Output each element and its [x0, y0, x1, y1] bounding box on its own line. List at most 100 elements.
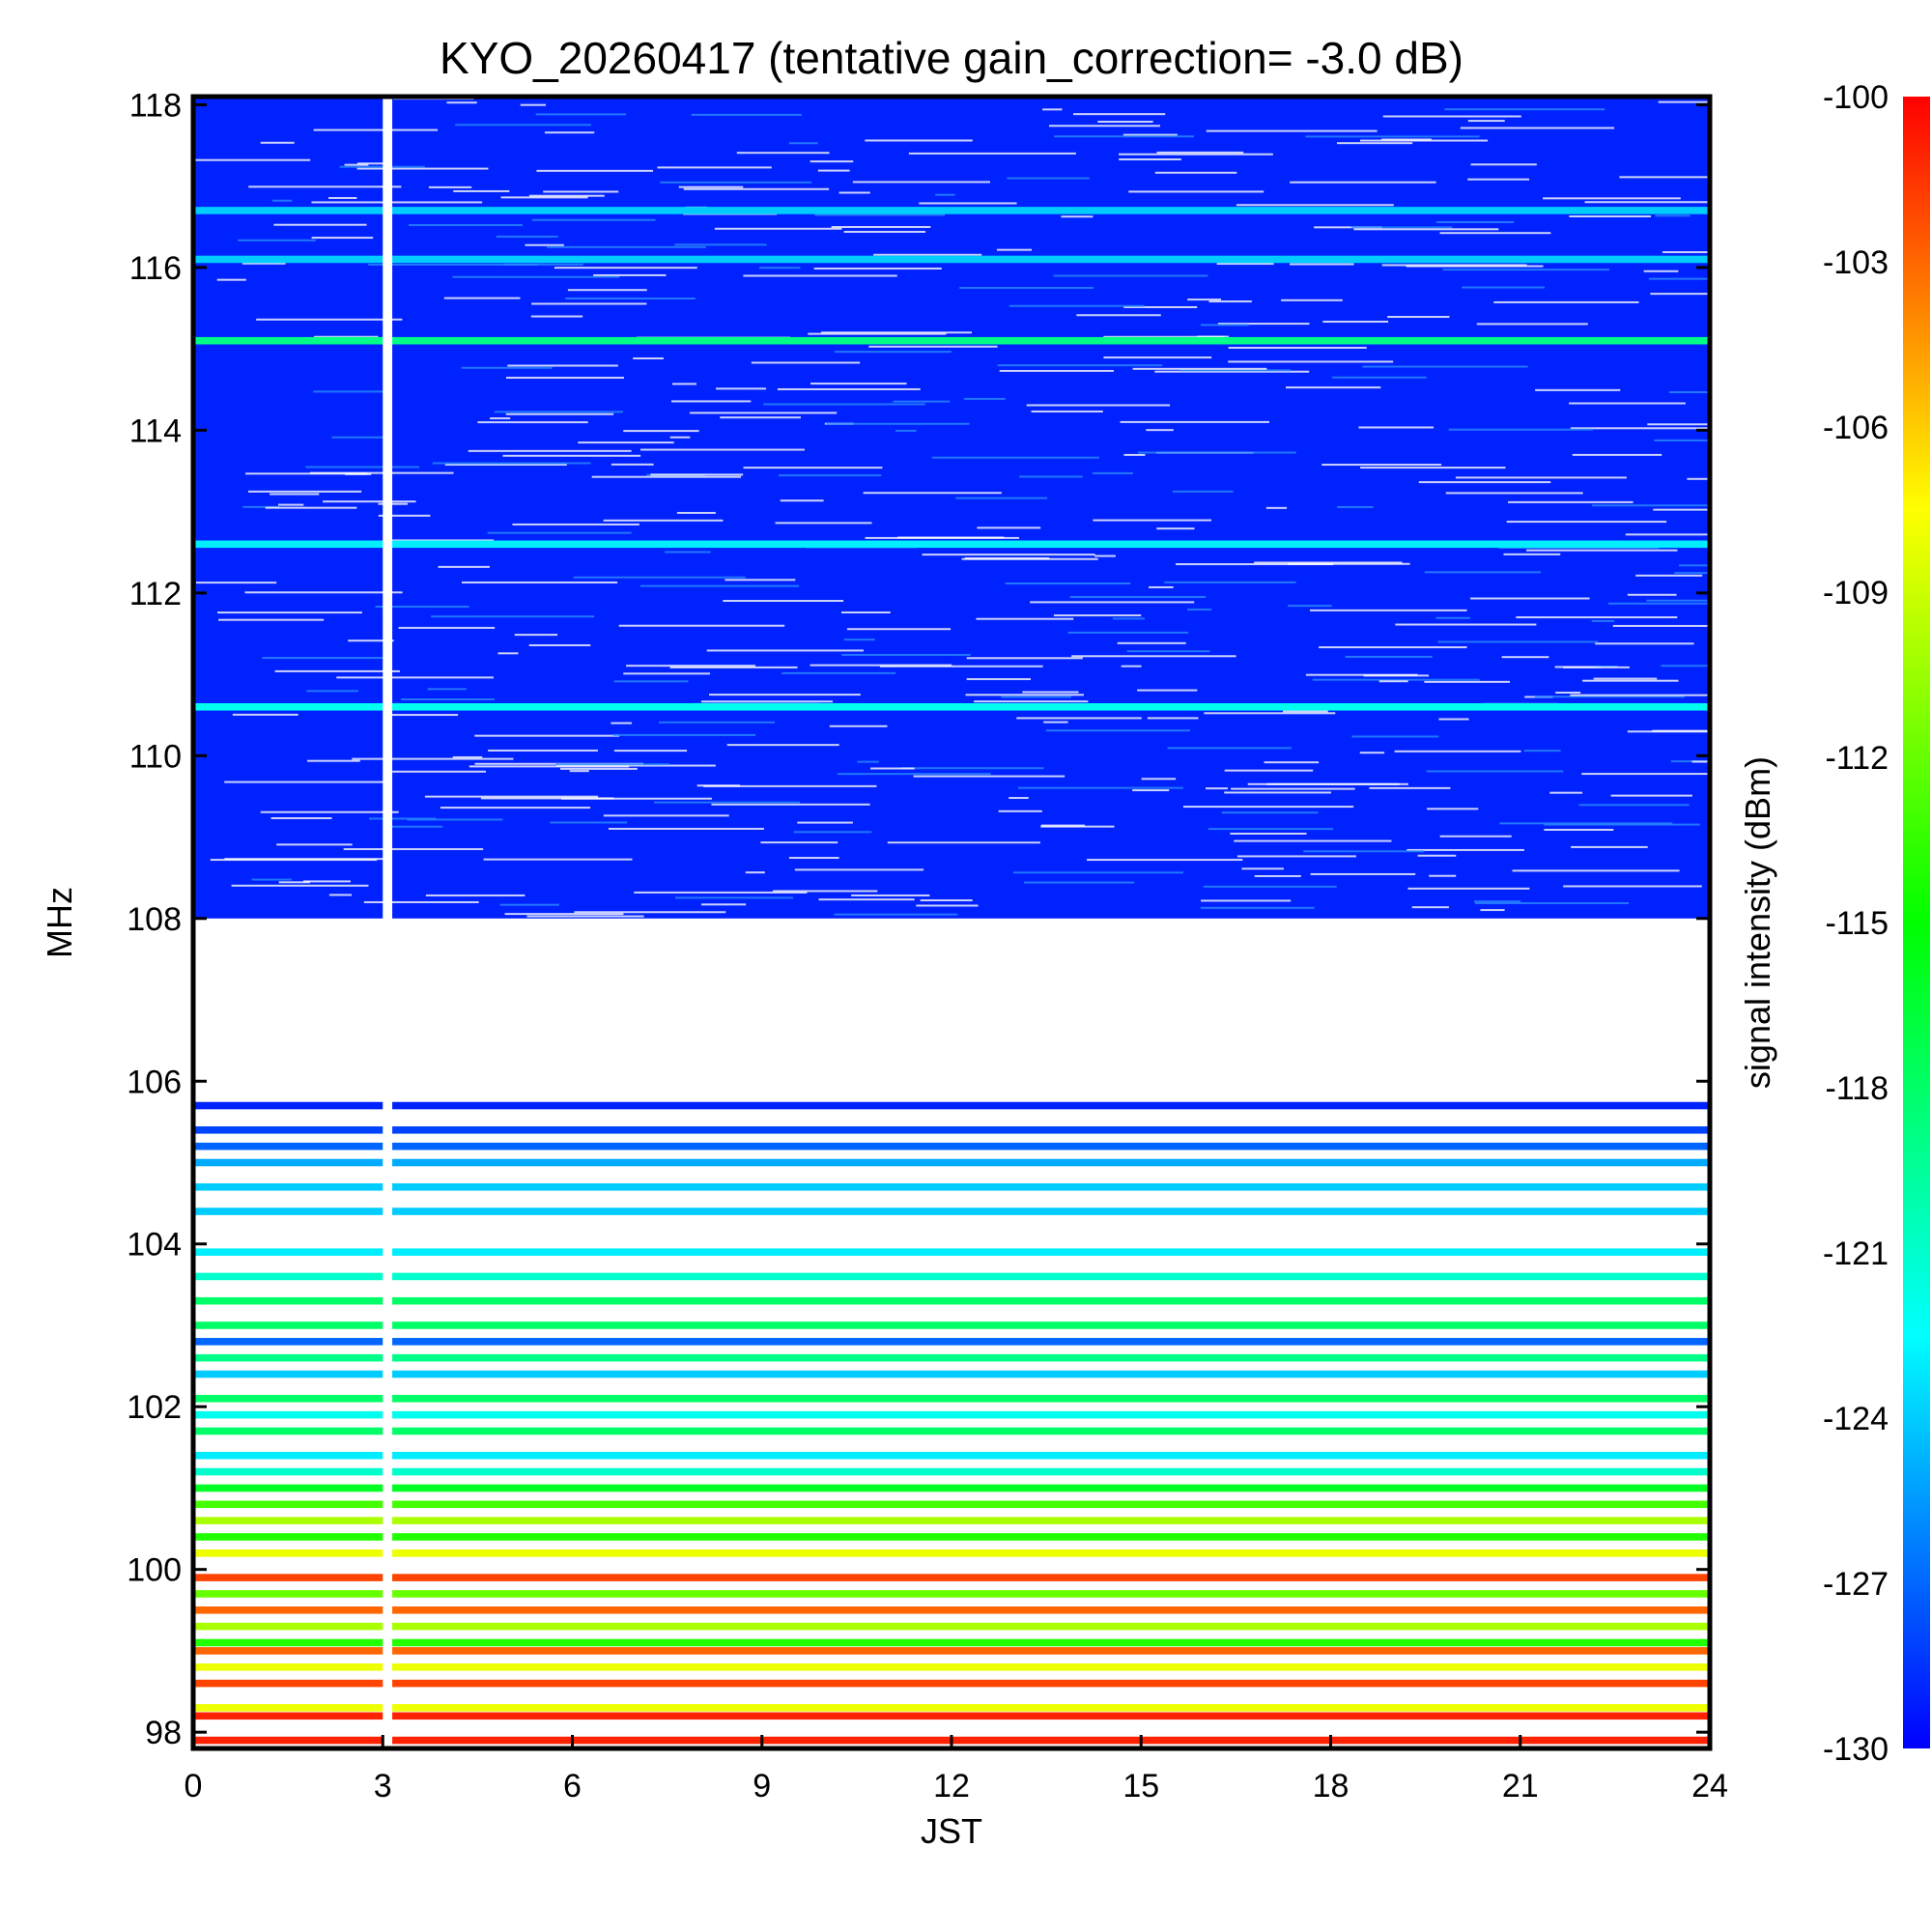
noise-streak	[231, 884, 369, 887]
noise-streak	[901, 767, 1044, 770]
noise-streak	[1476, 323, 1588, 326]
noise-streak	[720, 416, 801, 419]
noise-streak	[961, 557, 1098, 560]
noise-streak	[841, 611, 891, 614]
noise-streak	[1670, 760, 1710, 763]
station-bands	[193, 207, 1710, 1745]
noise-streak	[1241, 867, 1284, 870]
noise-streak	[1053, 614, 1142, 617]
noise-streak	[443, 297, 521, 299]
noise-streak	[913, 775, 1065, 778]
noise-streak	[1439, 232, 1551, 235]
noise-streak	[1290, 263, 1354, 266]
noise-streak	[1381, 264, 1527, 267]
noise-streak	[603, 814, 729, 817]
noise-streak	[1042, 108, 1063, 111]
noise-streak	[453, 189, 510, 192]
noise-streak	[1208, 300, 1252, 303]
noise-streak	[1467, 178, 1530, 181]
noise-streak	[543, 190, 619, 193]
noise-streak	[217, 611, 362, 614]
noise-streak	[818, 898, 915, 901]
noise-streak	[555, 763, 670, 766]
noise-streak	[306, 690, 358, 693]
noise-streak	[865, 139, 973, 142]
noise-streak	[966, 657, 1083, 660]
noise-streak	[425, 894, 526, 896]
noise-streak	[963, 397, 1006, 400]
noise-streak	[488, 749, 598, 752]
noise-streak	[1544, 823, 1700, 826]
noise-streak	[1337, 505, 1374, 508]
station-band	[193, 1338, 1710, 1346]
noise-streak	[500, 196, 588, 199]
noise-streak	[788, 142, 818, 145]
noise-streak	[1474, 900, 1521, 903]
noise-streak	[507, 364, 618, 367]
noise-streak	[398, 626, 496, 629]
x-tick-label: 21	[1502, 1768, 1539, 1804]
noise-streak	[931, 456, 1099, 459]
noise-streak	[1290, 181, 1436, 184]
noise-streak	[1204, 712, 1336, 715]
noise-streak	[1228, 347, 1367, 350]
noise-streak	[1668, 390, 1710, 393]
noise-streak	[603, 519, 724, 522]
station-band	[193, 1248, 1710, 1256]
y-tick-label: 116	[129, 250, 182, 287]
noise-streak	[843, 639, 875, 641]
noise-streak	[922, 554, 1095, 556]
noise-streak	[1118, 153, 1273, 156]
y-tick-label: 118	[129, 87, 182, 124]
noise-streak	[375, 606, 469, 609]
x-tick-label: 3	[374, 1768, 392, 1804]
noise-streak	[751, 361, 861, 364]
noise-streak	[328, 196, 357, 199]
noise-streak	[238, 239, 316, 242]
noise-streak	[1076, 314, 1161, 317]
noise-streak	[1071, 655, 1236, 658]
noise-streak	[348, 639, 394, 642]
noise-streak	[959, 286, 1094, 289]
noise-streak	[1535, 388, 1621, 391]
chart-title: KYO_20260417 (tentative gain_correction=…	[440, 33, 1463, 83]
noise-streak	[660, 181, 812, 184]
noise-streak	[278, 881, 310, 884]
noise-streak	[868, 345, 998, 348]
noise-streak	[260, 141, 295, 144]
noise-streak	[626, 665, 756, 668]
noise-streak	[1182, 806, 1354, 809]
noise-streak	[424, 795, 599, 798]
noise-streak	[1359, 752, 1385, 754]
noise-streak	[1086, 859, 1243, 862]
noise-streak	[633, 357, 664, 360]
noise-streak	[1310, 872, 1416, 875]
noise-streak	[870, 767, 915, 770]
noise-streak	[1314, 226, 1382, 229]
noise-streak	[1679, 564, 1709, 567]
noise-streak	[700, 903, 747, 906]
y-tick-label: 104	[127, 1227, 182, 1264]
noise-streak	[242, 262, 286, 265]
station-band	[193, 1712, 1710, 1720]
noise-streak	[834, 913, 958, 916]
noise-streak	[1625, 533, 1710, 536]
noise-streak	[1345, 655, 1433, 658]
noise-streak	[1411, 906, 1449, 909]
noise-streak	[676, 511, 716, 514]
noise-streak	[503, 263, 583, 266]
noise-streak	[1201, 899, 1292, 902]
noise-streak	[1040, 824, 1086, 827]
noise-streak	[1358, 426, 1435, 429]
noise-streak	[838, 773, 991, 776]
noise-streak	[955, 497, 1048, 499]
noise-streak	[1132, 789, 1170, 792]
noise-streak	[248, 185, 402, 188]
noise-streak	[608, 827, 764, 830]
noise-streak	[593, 273, 667, 276]
noise-streak	[1147, 717, 1199, 720]
station-band	[193, 1500, 1710, 1509]
colorbar-label: signal intensity (dBm)	[1738, 756, 1777, 1089]
noise-streak	[1506, 521, 1667, 524]
noise-streak	[242, 505, 280, 508]
